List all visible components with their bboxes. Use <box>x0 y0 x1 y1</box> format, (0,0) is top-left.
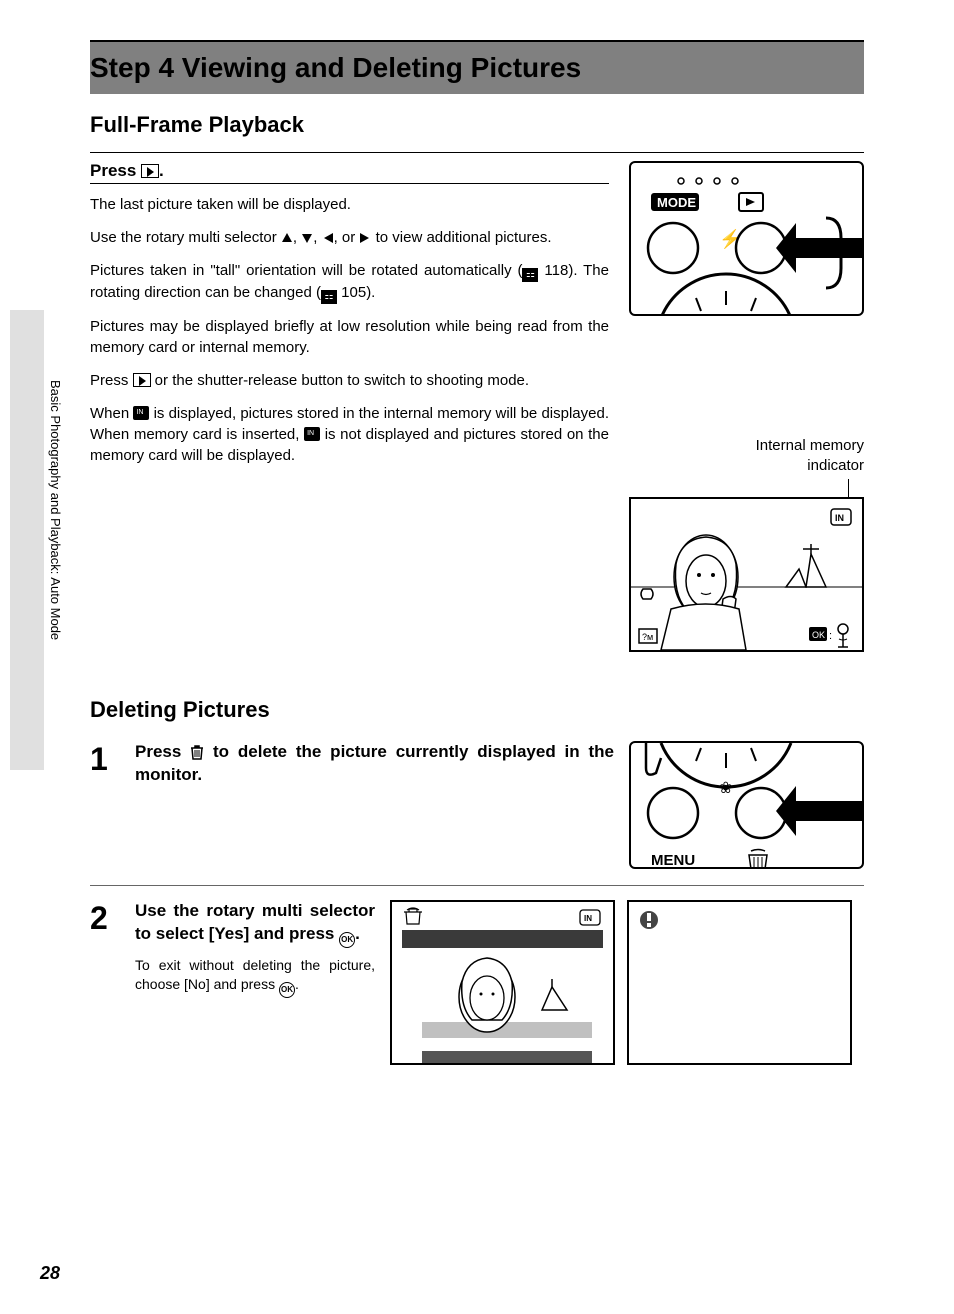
para-5b: or the shutter-release button to switch … <box>151 372 530 389</box>
right-arrow-icon <box>359 232 371 244</box>
indicator-l1: Internal memory <box>756 437 864 454</box>
para-6a: When <box>90 405 133 422</box>
camera-top-svg: MODE ⚡ <box>631 163 864 316</box>
para-5a: Press <box>90 372 133 389</box>
title-bar: Step 4 Viewing and Deleting Pictures <box>90 40 864 94</box>
step-2-sub-b: . <box>295 976 299 992</box>
step-1b: to delete the picture currently displaye… <box>135 742 614 784</box>
step-2-text: Use the rotary multi selector to select … <box>135 900 375 1065</box>
svg-text:❀: ❀ <box>719 780 732 797</box>
camera-bottom-svg: ❀ MENU <box>631 743 864 869</box>
para-6: When is displayed, pictures stored in th… <box>90 403 609 466</box>
step-1-number: 1 <box>90 741 120 869</box>
trash-icon <box>190 744 204 760</box>
indicator-pointer-line <box>848 479 849 497</box>
left-arrow-icon <box>322 232 334 244</box>
playback-icon <box>141 164 159 178</box>
internal-memory-icon <box>133 406 149 420</box>
step-1-text: Press to delete the picture currently di… <box>135 741 614 869</box>
para-3c: ). <box>366 284 375 301</box>
svg-text:?м: ?м <box>642 632 653 642</box>
para-4: Pictures may be displayed briefly at low… <box>90 316 609 358</box>
playback-screen-diagram: IN ?м OK : <box>629 497 864 652</box>
step-1-row: 1 Press to delete the picture currently … <box>90 741 864 886</box>
ref-105: 105 <box>337 284 366 301</box>
instruction-press: Press . <box>90 161 609 184</box>
camera-top-diagram: MODE ⚡ <box>629 161 864 316</box>
subheading-playback: Full-Frame Playback <box>90 112 864 153</box>
playback-text-column: Press . The last picture taken will be d… <box>90 161 609 652</box>
instruction-text: Press <box>90 161 141 180</box>
svg-text:IN: IN <box>835 513 844 523</box>
indicator-l2: indicator <box>807 457 864 474</box>
ok-icon: OK <box>339 932 355 948</box>
subheading-deleting: Deleting Pictures <box>90 697 864 723</box>
step-2-number: 2 <box>90 900 120 1065</box>
ref-icon: ⚏ <box>321 290 337 304</box>
menu-label: MENU <box>651 852 695 869</box>
playback-screen-svg: IN ?м OK : <box>631 499 862 650</box>
playback-icon <box>133 373 151 387</box>
step-1a: Press <box>135 742 190 761</box>
delete-confirm-screen: IN <box>390 900 615 1065</box>
section-playback: Press . The last picture taken will be d… <box>90 161 864 652</box>
indicator-label: Internal memory indicator <box>629 436 864 475</box>
para-5: Press or the shutter-release button to s… <box>90 370 609 391</box>
step-2b: . <box>355 924 360 943</box>
delete-result-svg <box>629 902 850 1063</box>
ok-icon: OK <box>279 982 295 998</box>
playback-side-column: MODE ⚡ Internal memory indicator <box>629 161 864 652</box>
svg-text:OK: OK <box>812 630 825 640</box>
down-arrow-icon <box>301 232 313 244</box>
up-arrow-icon <box>281 232 293 244</box>
para-2: Use the rotary multi selector , , , or t… <box>90 227 609 248</box>
step-2-sub: To exit without deleting the picture, ch… <box>135 956 375 998</box>
step-2-sub-a: To exit without deleting the picture, ch… <box>135 957 375 992</box>
camera-bottom-diagram: ❀ MENU <box>629 741 864 869</box>
para-2b: to view additional pictures. <box>376 229 552 246</box>
delete-result-screen <box>627 900 852 1065</box>
page-title: Step 4 Viewing and Deleting Pictures <box>90 52 864 84</box>
svg-text::: : <box>829 630 832 642</box>
para-3a: Pictures taken in "tall" orientation wil… <box>90 262 522 279</box>
delete-confirm-svg: IN <box>392 902 613 1063</box>
para-1: The last picture taken will be displayed… <box>90 194 609 215</box>
step-1-figure: ❀ MENU <box>629 741 864 869</box>
ref-icon: ⚏ <box>522 268 538 282</box>
svg-text:IN: IN <box>584 914 592 923</box>
step-2-main: Use the rotary multi selector to select … <box>135 900 375 948</box>
step-2-row: 2 Use the rotary multi selector to selec… <box>90 900 864 1081</box>
para-3: Pictures taken in "tall" orientation wil… <box>90 260 609 304</box>
para-2a: Use the rotary multi selector <box>90 229 281 246</box>
ref-118: 118 <box>538 262 568 279</box>
step-2-figures: IN <box>390 900 852 1065</box>
page-number: 28 <box>40 1263 60 1284</box>
internal-memory-icon <box>304 427 320 441</box>
mode-label: MODE <box>657 195 696 210</box>
page-content: Step 4 Viewing and Deleting Pictures Ful… <box>0 0 954 1135</box>
